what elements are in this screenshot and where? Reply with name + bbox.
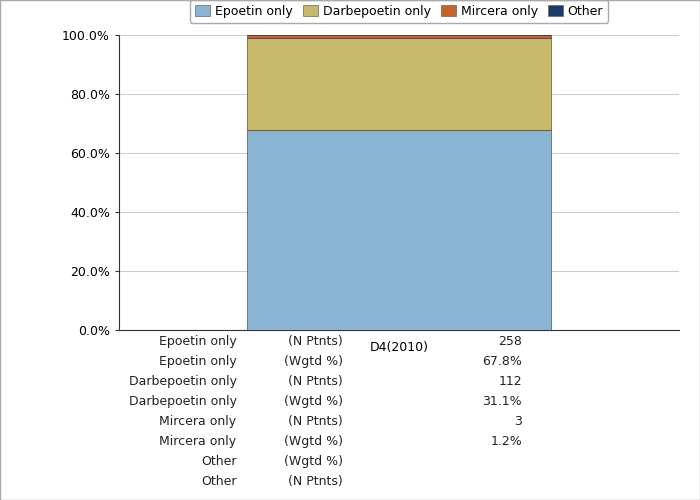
Text: (Wgtd %): (Wgtd %) [284, 454, 343, 468]
Text: (N Ptnts): (N Ptnts) [288, 374, 343, 388]
Text: Darbepoetin only: Darbepoetin only [129, 394, 237, 407]
Text: (Wgtd %): (Wgtd %) [284, 394, 343, 407]
Text: 258: 258 [498, 335, 522, 348]
Text: Other: Other [201, 454, 237, 468]
Text: Other: Other [201, 474, 237, 488]
Legend: Epoetin only, Darbepoetin only, Mircera only, Other: Epoetin only, Darbepoetin only, Mircera … [190, 0, 608, 23]
Text: 67.8%: 67.8% [482, 355, 522, 368]
Text: 31.1%: 31.1% [482, 394, 522, 407]
Text: Mircera only: Mircera only [160, 414, 237, 428]
Text: Mircera only: Mircera only [160, 434, 237, 448]
Text: (N Ptnts): (N Ptnts) [288, 474, 343, 488]
Text: (Wgtd %): (Wgtd %) [284, 434, 343, 448]
Bar [247, 38, 551, 130]
Text: Epoetin only: Epoetin only [159, 335, 237, 348]
Text: 112: 112 [498, 374, 522, 388]
Text: (N Ptnts): (N Ptnts) [288, 414, 343, 428]
Bar [247, 34, 551, 38]
Bar [247, 130, 551, 330]
Text: 1.2%: 1.2% [491, 434, 522, 448]
Text: (Wgtd %): (Wgtd %) [284, 355, 343, 368]
Text: 3: 3 [514, 414, 522, 428]
Text: (N Ptnts): (N Ptnts) [288, 335, 343, 348]
Text: Darbepoetin only: Darbepoetin only [129, 374, 237, 388]
Text: Epoetin only: Epoetin only [159, 355, 237, 368]
